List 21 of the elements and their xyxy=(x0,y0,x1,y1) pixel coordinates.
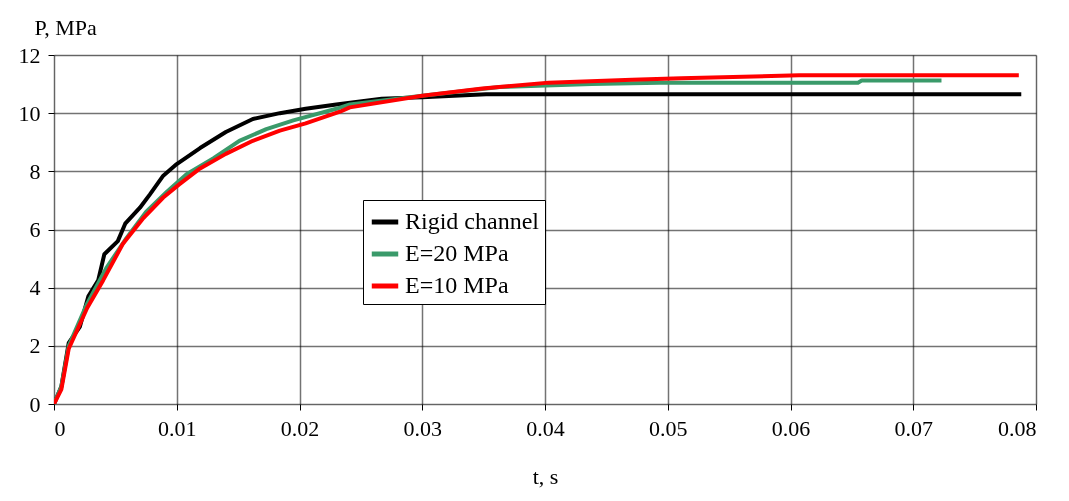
x-tick-label: 0.05 xyxy=(649,415,688,441)
y-tick-label: 4 xyxy=(29,275,41,301)
legend-label: E=10 MPa xyxy=(405,272,509,298)
x-tick-label: 0.06 xyxy=(771,415,811,441)
y-tick-label: 12 xyxy=(18,42,41,68)
x-tick-label: 0 xyxy=(54,415,66,441)
x-tick-label: 0.08 xyxy=(998,415,1037,441)
y-tick-label: 2 xyxy=(29,333,41,359)
x-tick-label: 0.03 xyxy=(403,415,442,441)
x-tick-label: 0.04 xyxy=(526,415,565,441)
legend-label: Rigid channel xyxy=(405,208,540,234)
y-axis-title: P, MPa xyxy=(34,14,98,40)
x-tick-label: 0.07 xyxy=(894,415,933,441)
y-tick-label: 10 xyxy=(18,100,41,126)
y-tick-label: 6 xyxy=(29,217,41,242)
y-tick-label: 0 xyxy=(29,391,41,417)
legend-label: E=20 MPa xyxy=(405,240,509,266)
x-axis-title: t, s xyxy=(532,463,559,489)
y-tick-label: 8 xyxy=(29,158,41,184)
x-tick-label: 0.01 xyxy=(158,415,197,441)
x-tick-label: 0.02 xyxy=(280,415,320,441)
